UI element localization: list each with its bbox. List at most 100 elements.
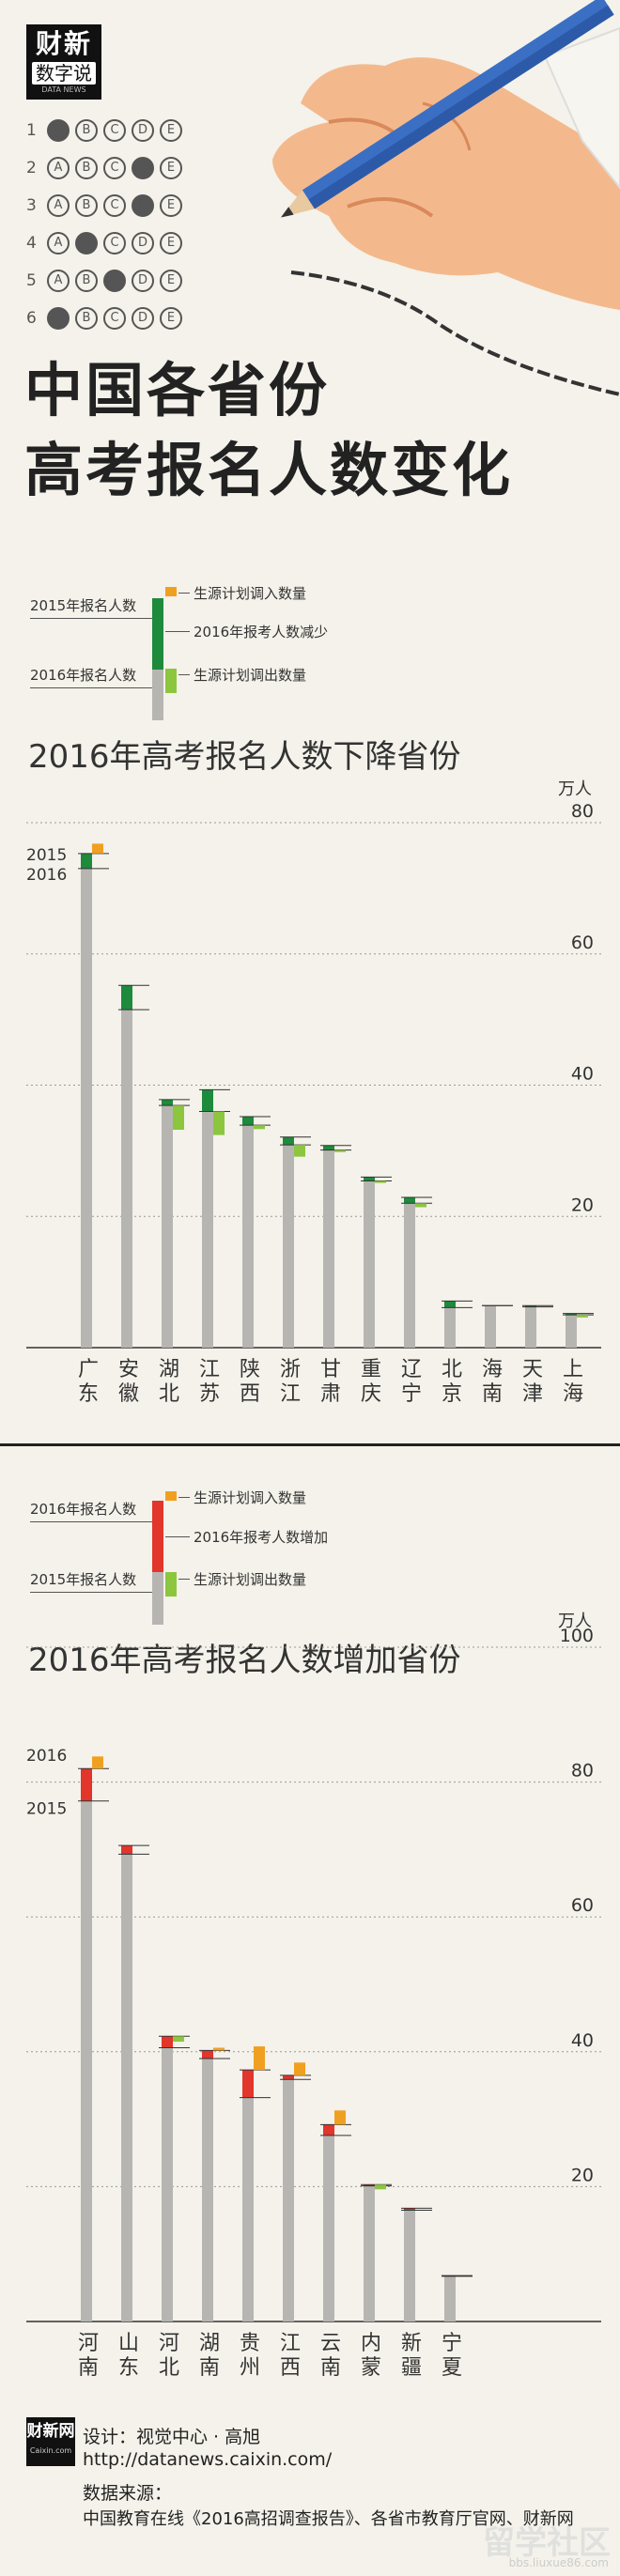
chart1-unit: 万人 xyxy=(558,779,592,799)
x-tick-label: 广 xyxy=(78,1358,99,1381)
bar-outflow-segment xyxy=(415,1203,426,1208)
x-tick-label: 安 xyxy=(118,1358,139,1381)
main-title-line2: 高考报名人数变化 xyxy=(24,436,514,504)
x-tick-label: 宁 xyxy=(401,1382,422,1406)
legend2-line-bottom xyxy=(30,1592,152,1593)
answer-bubble-a: A xyxy=(47,119,70,142)
x-tick-label: 甘 xyxy=(320,1358,341,1381)
x-tick-label: 疆 xyxy=(401,2356,422,2376)
y-tick-label: 20 xyxy=(571,1195,594,1215)
legend2-inflow-label: 生源计划调入数量 xyxy=(194,1489,307,1506)
bar-base xyxy=(283,1145,294,1348)
y-tick-label: 60 xyxy=(571,933,594,953)
bar-outflow-segment xyxy=(577,1315,588,1318)
answer-bubble-a: A xyxy=(47,270,70,292)
bar-base xyxy=(283,2079,294,2321)
bar-base xyxy=(404,1203,415,1348)
x-tick-label: 辽 xyxy=(401,1358,422,1381)
bar-outflow-segment xyxy=(375,1180,386,1183)
legend1-change-label: 2016年报考人数减少 xyxy=(194,624,329,640)
footer-source: 中国教育在线《2016高招调查报告》、各省市教育厅官网、财新网 xyxy=(83,2509,574,2529)
x-tick-label: 湖 xyxy=(199,2332,220,2355)
section-divider xyxy=(0,1443,620,1446)
watermark-url: bbs.liuxue86.com xyxy=(508,2556,609,2569)
answer-bubble-b: B xyxy=(75,194,98,217)
bar-base xyxy=(162,2047,173,2321)
x-tick-label: 海 xyxy=(482,1358,503,1381)
bar-change-segment xyxy=(81,1768,92,1801)
bar-change-segment xyxy=(162,2036,173,2048)
legend2-line-top xyxy=(30,1521,152,1522)
answer-row-number: 1 xyxy=(26,121,37,140)
bar-change-segment xyxy=(202,1089,213,1112)
y-tick-label: 20 xyxy=(571,2165,594,2185)
legend2-bottom-label: 2015年报名人数 xyxy=(30,1571,137,1588)
bar-outflow-segment xyxy=(334,1149,346,1152)
footer-logo-name: 财新网 xyxy=(26,2422,75,2441)
bar-change-segment xyxy=(121,1845,132,1855)
bar-change-segment xyxy=(364,2184,375,2186)
chart1-title: 2016年高考报名人数下降省份 xyxy=(28,738,461,776)
x-tick-label: 海 xyxy=(563,1382,583,1406)
legend2-increase-swatch xyxy=(152,1501,163,1572)
x-tick-label: 新 xyxy=(401,2332,422,2355)
answer-bubble-d: D xyxy=(132,307,154,330)
bar-base xyxy=(162,1105,173,1348)
bar-base xyxy=(323,2135,334,2321)
logo-line3: DATA NEWS xyxy=(41,85,86,94)
y-tick-label: 40 xyxy=(571,1064,594,1085)
x-tick-label: 东 xyxy=(118,2356,139,2376)
answer-bubble-c: C xyxy=(103,307,126,330)
x-tick-label: 河 xyxy=(78,2332,99,2355)
x-tick-label: 河 xyxy=(159,2332,179,2355)
bar-inflow-segment xyxy=(92,1756,103,1769)
answer-bubble-e: E xyxy=(160,194,182,217)
bar-base xyxy=(444,2275,456,2321)
bar-inflow-segment xyxy=(294,2062,305,2075)
chart2-title: 2016年高考报名人数增加省份 xyxy=(28,1642,461,1679)
year-label-upper: 2016 xyxy=(26,1747,67,1766)
bar-base xyxy=(364,2185,375,2321)
bar-change-segment xyxy=(364,1177,375,1181)
bar-change-segment xyxy=(525,1305,536,1307)
legend2-inflow-swatch xyxy=(165,1491,177,1501)
x-tick-label: 山 xyxy=(118,2332,139,2355)
answer-bubble-c: C xyxy=(103,119,126,142)
legend2-change-pointer xyxy=(165,1536,190,1537)
legend1-inflow-swatch xyxy=(165,587,177,596)
year-label-upper: 2015 xyxy=(26,846,67,865)
legend2-outflow-swatch xyxy=(165,1572,177,1597)
bar-change-segment xyxy=(283,2075,294,2080)
answer-bubble-a: A xyxy=(47,232,70,255)
answer-bubble-b: B xyxy=(75,157,98,179)
bar-base xyxy=(444,1307,456,1348)
bar-inflow-segment xyxy=(213,2047,225,2051)
year-label-lower: 2016 xyxy=(26,866,67,885)
answer-bubble-e: E xyxy=(160,119,182,142)
footer-url[interactable]: http://datanews.caixin.com/ xyxy=(83,2449,333,2470)
x-tick-label: 南 xyxy=(482,1382,503,1406)
y-tick-label: 40 xyxy=(571,2030,594,2051)
bar-change-segment xyxy=(444,1301,456,1308)
answer-row-number: 2 xyxy=(26,159,37,177)
y-tick-label: 80 xyxy=(571,1761,594,1782)
legend1-top-label: 2015年报名人数 xyxy=(30,597,137,614)
bar-change-segment xyxy=(162,1099,173,1106)
x-tick-label: 南 xyxy=(199,2356,220,2376)
answer-bubble-e: E xyxy=(160,270,182,292)
answer-bubble-a: A xyxy=(47,194,70,217)
x-tick-label: 陕 xyxy=(240,1358,260,1381)
x-tick-label: 湖 xyxy=(159,1358,179,1381)
chart1-decrease-provinces: 80604020广东安徽湖北江苏陕西浙江甘肃重庆辽宁北京海南天津上海201520… xyxy=(26,801,601,1406)
x-tick-label: 云 xyxy=(320,2332,341,2355)
x-tick-label: 内 xyxy=(361,2332,381,2355)
legend1-outflow-swatch xyxy=(165,669,177,693)
legend1-decrease-swatch xyxy=(152,598,163,670)
answer-bubble-b: B xyxy=(75,119,98,142)
chart2-unit: 万人 xyxy=(558,1612,592,1631)
bar-change-segment xyxy=(81,853,92,869)
x-tick-label: 津 xyxy=(522,1382,543,1406)
answer-bubble-e: E xyxy=(160,157,182,179)
